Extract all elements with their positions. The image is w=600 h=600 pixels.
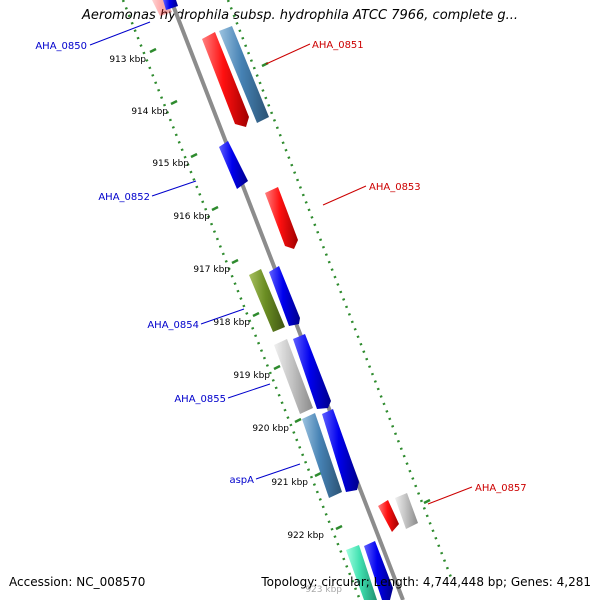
tick-label: 920 kbp xyxy=(252,424,289,434)
gene-label-aha-0855[interactable]: AHA_0855 xyxy=(174,394,226,405)
gene-features xyxy=(152,0,418,600)
gene-arrow-aha-0852 xyxy=(219,141,248,189)
gene-arrow-aspa xyxy=(302,413,342,498)
gene-label-aha-0854[interactable]: AHA_0854 xyxy=(147,320,199,331)
gene-arrow-aha-0854 xyxy=(249,269,285,332)
tick-label: 916 kbp xyxy=(173,212,210,222)
gene-arrow-aha-0853 xyxy=(265,187,298,249)
tick-labels: 913 kbp 914 kbp 915 kbp 916 kbp 917 kbp … xyxy=(109,55,342,595)
tick-label: 921 kbp xyxy=(271,478,308,488)
gene-arrow xyxy=(322,409,359,492)
major-tick-marks xyxy=(149,47,431,531)
tick-label: 917 kbp xyxy=(193,265,230,275)
topology-text: Topology: circular; Length: 4,744,448 bp… xyxy=(261,575,591,589)
tick-label: 915 kbp xyxy=(152,159,189,169)
tick-label: 923 kbp xyxy=(305,585,342,595)
gene-arrow xyxy=(293,334,331,409)
tick-label: 922 kbp xyxy=(287,531,324,541)
gene-label-aha-0851[interactable]: AHA_0851 xyxy=(312,40,364,51)
gene-arrow xyxy=(163,0,178,10)
gene-arrow xyxy=(364,541,393,600)
gene-label-aha-0852[interactable]: AHA_0852 xyxy=(98,192,150,203)
gene-arrow-aha-0857 xyxy=(378,500,399,532)
tick-label: 914 kbp xyxy=(131,107,168,117)
gene-arrow xyxy=(395,493,418,529)
gene-label-aspa[interactable]: aspA xyxy=(229,475,254,486)
gene-arrow xyxy=(219,26,269,123)
gene-arrow xyxy=(346,545,377,600)
gene-label-aha-0850[interactable]: AHA_0850 xyxy=(35,41,87,52)
gene-arrow xyxy=(269,266,300,326)
gene-labels: AHA_0850 AHA_0851 AHA_0852 AHA_0853 AHA_… xyxy=(35,40,526,494)
gene-arrow-aha-0851 xyxy=(202,32,249,127)
map-title: Aeromonas hydrophila subsp. hydrophila A… xyxy=(81,8,519,23)
gene-arrow-aha-0855 xyxy=(274,339,313,414)
tick-label: 919 kbp xyxy=(233,371,270,381)
tick-label: 918 kbp xyxy=(213,318,250,328)
accession-text: Accession: NC_008570 xyxy=(9,575,146,589)
tick-label: 913 kbp xyxy=(109,55,146,65)
tick-track-inner xyxy=(121,0,362,600)
label-connectors xyxy=(89,21,473,505)
gene-label-aha-0853[interactable]: AHA_0853 xyxy=(369,182,421,193)
gene-label-aha-0857[interactable]: AHA_0857 xyxy=(475,483,527,494)
